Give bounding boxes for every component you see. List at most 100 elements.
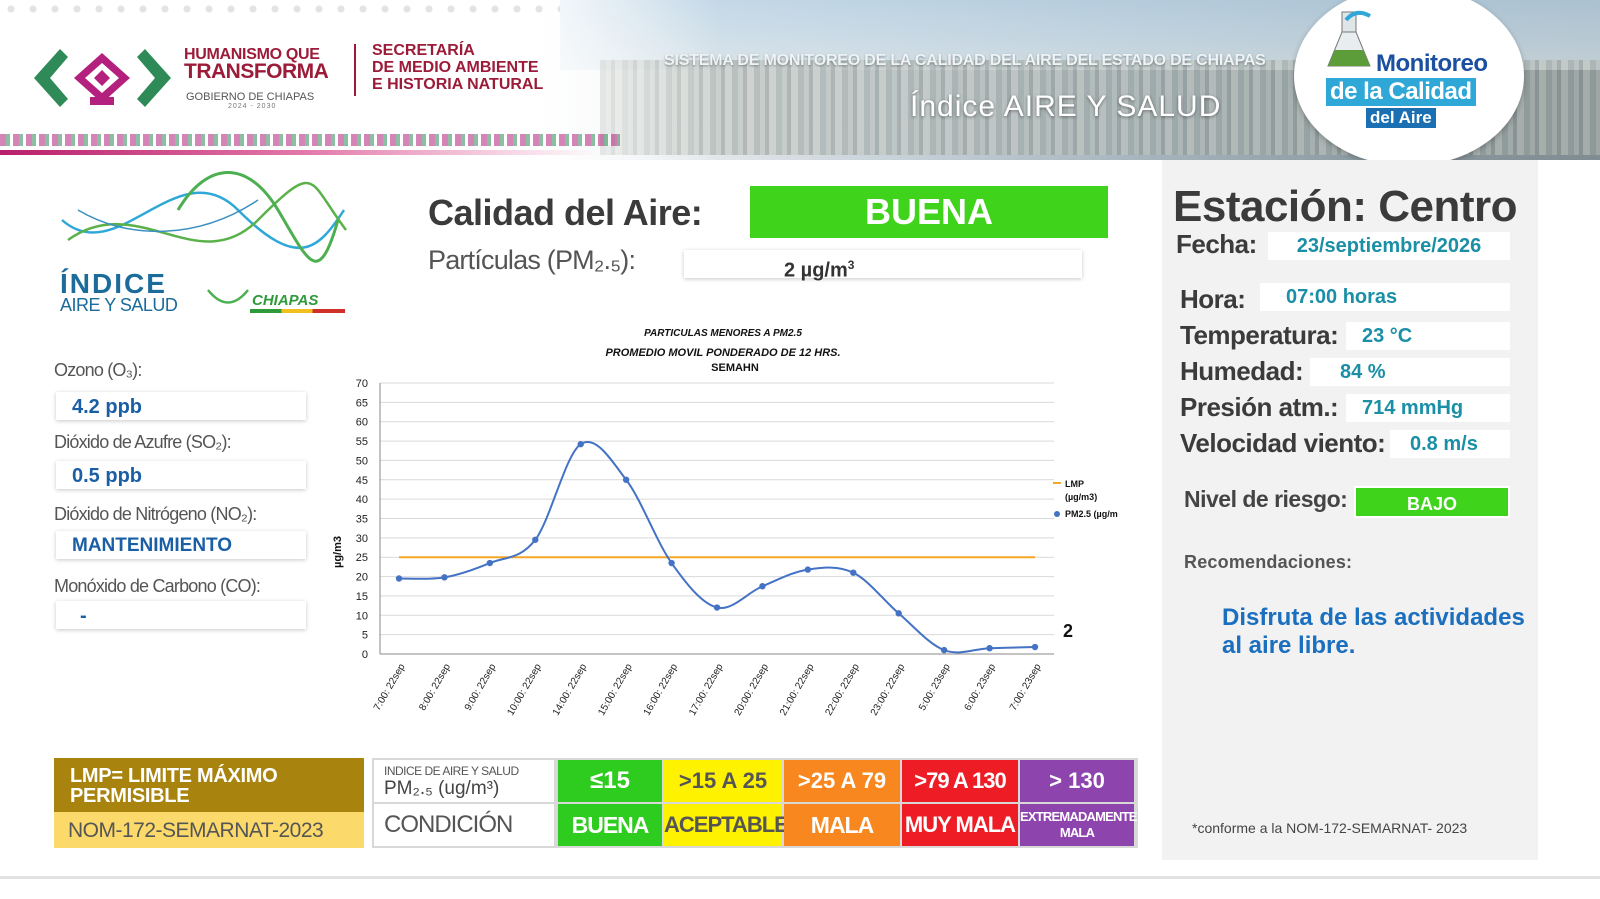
table-header-condition: CONDICIÓN <box>374 804 554 846</box>
badge-line1: Monitoreo <box>1376 50 1488 77</box>
decorative-pattern-strip <box>0 134 620 146</box>
nom-note: *conforme a la NOM-172-SEMARNAT- 2023 <box>1192 820 1468 836</box>
nom-reference: NOM-172-SEMARNAT-2023 <box>54 812 364 848</box>
recommendation-text: Disfruta de las actividades al aire libr… <box>1222 604 1525 659</box>
range-mala: >25 A 79 <box>784 760 900 802</box>
data-point <box>441 574 448 581</box>
air-quality-status: BUENA <box>750 186 1108 238</box>
data-point <box>986 644 993 652</box>
data-point <box>759 583 766 590</box>
chart-title-line2: PROMEDIO MOVIL PONDERADO DE 12 HRS. <box>605 347 840 359</box>
y-tick-label: 5 <box>362 630 368 642</box>
data-point <box>804 566 812 573</box>
date-label: Fecha: <box>1176 229 1257 259</box>
so2-value: 0.5 ppb <box>56 461 306 489</box>
air-quality-label: Calidad del Aire: <box>428 192 703 233</box>
temperature-label: Temperatura: <box>1180 320 1339 350</box>
indice-aire-salud-logo <box>61 171 347 304</box>
data-point <box>713 604 721 611</box>
data-point <box>577 440 584 448</box>
pressure-value: 714 mmHg <box>1346 394 1510 422</box>
x-tick-label: 14:00: 22sep <box>551 662 590 718</box>
data-point <box>850 569 857 576</box>
x-tick-label: 15:00: 22sep <box>596 662 635 718</box>
data-point <box>486 559 494 567</box>
so2-label: Dióxido de Azufre (SO₂): <box>54 432 232 452</box>
date-value: 23/septiembre/2026 <box>1268 232 1510 260</box>
ozone-value: 4.2 ppb <box>56 392 306 420</box>
decorative-dots <box>0 0 560 18</box>
wind-speed-value: 0.8 m/s <box>1390 430 1510 458</box>
data-point <box>395 575 403 582</box>
pm25-value: 2 µg/m3 <box>684 250 1082 282</box>
x-tick-label: 16:00: 22sep <box>642 662 681 718</box>
data-point <box>895 610 902 617</box>
data-point <box>940 646 948 654</box>
y-tick-label: 35 <box>356 514 368 526</box>
y-tick-label: 30 <box>356 533 368 545</box>
badge-line3: del Aire <box>1366 108 1436 128</box>
chart-title-line1: PARTICULAS MENORES A PM2.5 <box>644 328 802 339</box>
co-value: - <box>56 601 306 629</box>
gov-line3: GOBIERNO DE CHIAPAS <box>186 91 315 103</box>
risk-value-badge: BAJO <box>1354 486 1510 518</box>
index-logo-underline <box>250 309 345 313</box>
table-header-pm: INDICE DE AIRE Y SALUD PM₂.₅ (ug/m³) <box>374 760 554 802</box>
condition-mala: MALA <box>784 804 900 846</box>
y-tick-label: 15 <box>356 591 368 603</box>
lmp-definition: LMP= LIMITE MÁXIMO PERMISIBLE <box>54 758 364 812</box>
station-title: Estación: Centro <box>1173 182 1518 231</box>
data-point <box>668 559 675 567</box>
index-logo-line1: ÍNDICE <box>60 268 167 299</box>
chart-y-axis-label: µg/m3 <box>332 536 344 568</box>
x-tick-label: 20:00: 22sep <box>733 662 772 718</box>
x-tick-label: 17:00: 22sep <box>687 662 726 718</box>
pm25-label: Partículas (PM₂.₅): <box>428 245 636 275</box>
y-tick-label: 65 <box>356 397 368 409</box>
data-point <box>622 476 630 483</box>
y-tick-label: 10 <box>356 610 368 622</box>
series-line <box>398 441 1036 654</box>
decorative-pink-line <box>0 150 600 155</box>
ozone-label: Ozono (O₃): <box>54 360 142 380</box>
pm25-line-chart: PARTICULAS MENORES A PM2.5 PROMEDIO MOVI… <box>332 328 1118 718</box>
secretaria-name: SECRETARÍA DE MEDIO AMBIENTE E HISTORIA … <box>372 42 544 93</box>
temperature-value: 23 °C <box>1346 322 1510 350</box>
condition-muy-mala: MUY MALA <box>902 804 1018 846</box>
y-tick-label: 25 <box>356 552 368 564</box>
pressure-label: Presión atm.: <box>1180 392 1339 422</box>
x-tick-label: 21:00: 22sep <box>778 662 817 718</box>
x-tick-label: 5:00: 23sep <box>917 662 953 713</box>
gov-years: 2024 - 2030 <box>228 103 277 110</box>
legend-label-pm25: PM2.5 (µg/m <box>1065 509 1118 519</box>
humidity-value: 84 % <box>1310 358 1510 386</box>
condition-aceptable: ACEPTABLE <box>664 804 789 846</box>
wind-speed-label: Velocidad viento: <box>1180 428 1386 458</box>
condition-extremadamente-mala: EXTREMADAMENTE MALA <box>1020 804 1137 846</box>
data-point <box>1031 643 1039 651</box>
flask-icon <box>1327 10 1371 67</box>
system-title: SISTEMA DE MONITOREO DE LA CALIDAD DEL A… <box>664 52 1266 69</box>
y-tick-label: 70 <box>356 378 368 390</box>
chart-title-line3: SEMAHN <box>711 362 759 374</box>
footer-divider <box>0 876 1600 879</box>
x-tick-label: 23:00: 22sep <box>869 662 908 718</box>
range-aceptable: >15 A 25 <box>664 760 782 802</box>
header-divider <box>354 44 356 96</box>
x-tick-label: 6:00: 23sep <box>963 662 999 713</box>
co-label: Monóxido de Carbono (CO): <box>54 576 261 596</box>
y-tick-label: 45 <box>356 475 368 487</box>
recommendations-label: Recomendaciones: <box>1184 552 1353 572</box>
condition-buena: BUENA <box>558 804 662 846</box>
hour-label: Hora: <box>1180 284 1246 314</box>
x-tick-label: 10:00: 22sep <box>505 662 544 718</box>
x-tick-label: 7:00: 22sep <box>372 662 408 713</box>
legend-swatch-pm25 <box>1054 511 1060 517</box>
range-extremadamente-mala: > 130 <box>1020 760 1134 802</box>
last-value-label: 2 <box>1063 621 1073 641</box>
x-tick-label: 9:00: 22sep <box>463 662 499 713</box>
index-logo-line2: AIRE Y SALUD <box>60 295 178 315</box>
index-title: Índice AIRE Y SALUD <box>910 90 1222 123</box>
y-tick-label: 20 <box>356 572 368 584</box>
gov-line1: HUMANISMO QUE <box>184 46 320 63</box>
